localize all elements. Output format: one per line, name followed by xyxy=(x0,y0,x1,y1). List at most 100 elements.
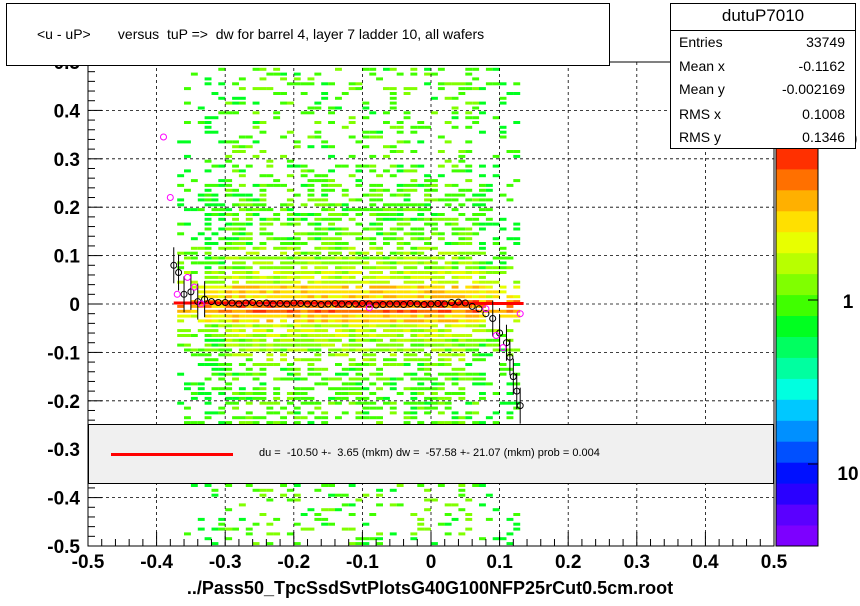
heatmap-cell xyxy=(259,227,267,231)
heatmap-cell xyxy=(307,309,315,313)
heatmap-cell xyxy=(472,203,480,207)
heatmap-cell xyxy=(403,217,411,221)
heatmap-cell xyxy=(472,261,480,265)
heatmap-cell xyxy=(472,106,480,110)
heatmap-cell xyxy=(369,537,377,541)
heatmap-cell xyxy=(286,314,294,318)
heatmap-cell xyxy=(341,329,349,333)
heatmap-cell xyxy=(204,285,212,289)
heatmap-cell xyxy=(389,411,397,415)
heatmap-cell xyxy=(197,353,205,357)
heatmap-cell xyxy=(444,396,452,400)
heatmap-cell xyxy=(410,67,418,71)
heatmap-cell xyxy=(259,217,267,221)
heatmap-cell xyxy=(307,188,315,192)
heatmap-cell xyxy=(424,508,431,512)
heatmap-cell xyxy=(341,275,349,279)
heatmap-cell xyxy=(472,213,480,216)
heatmap-cell xyxy=(424,343,431,347)
profile-point xyxy=(221,299,229,306)
heatmap-cell xyxy=(184,334,191,337)
heatmap-cell xyxy=(286,401,294,405)
heatmap-cell xyxy=(225,421,233,425)
heatmap-cell xyxy=(485,300,493,304)
heatmap-cell xyxy=(437,237,445,241)
heatmap-cell xyxy=(437,232,445,236)
heatmap-cell xyxy=(218,140,226,144)
heatmap-cell xyxy=(492,290,500,294)
heatmap-cell xyxy=(286,271,294,274)
heatmap-cell xyxy=(335,232,342,236)
heatmap-cell xyxy=(238,285,246,289)
heatmap-cell xyxy=(465,179,473,183)
heatmap-cell xyxy=(266,488,274,492)
heatmap-cell xyxy=(293,222,301,226)
heatmap-cell xyxy=(458,421,466,425)
heatmap-cell xyxy=(451,232,459,236)
heatmap-cell xyxy=(341,295,349,299)
heatmap-cell xyxy=(238,309,246,313)
heatmap-cell xyxy=(424,324,431,328)
heatmap-cell xyxy=(485,353,493,357)
heatmap-cell xyxy=(355,304,363,308)
heatmap-cell xyxy=(245,314,253,318)
heatmap-cell xyxy=(314,285,322,289)
heatmap-cell xyxy=(184,387,191,391)
heatmap-cell xyxy=(300,266,308,270)
heatmap-cell xyxy=(259,329,267,333)
heatmap-cell xyxy=(492,242,500,245)
heatmap-cell xyxy=(424,387,431,391)
heatmap-cell xyxy=(465,513,473,516)
heatmap-cell xyxy=(293,300,301,304)
heatmap-cell xyxy=(369,319,377,323)
heatmap-cell xyxy=(444,334,452,337)
heatmap-cell xyxy=(190,334,198,337)
heatmap-cell xyxy=(376,372,383,376)
heatmap-cell xyxy=(197,392,205,395)
heatmap-cell xyxy=(355,411,363,415)
heatmap-cell xyxy=(225,159,233,163)
legend-line-swatch xyxy=(111,453,233,456)
heatmap-cell xyxy=(362,261,370,265)
colorbar-band xyxy=(776,462,818,484)
heatmap-cell xyxy=(238,304,246,308)
heatmap-cell xyxy=(376,232,383,236)
heatmap-cell xyxy=(314,106,322,110)
heatmap-cell xyxy=(396,193,404,197)
heatmap-cell xyxy=(293,542,301,546)
heatmap-cell xyxy=(348,217,356,221)
heatmap-cell xyxy=(197,329,205,333)
heatmap-cell xyxy=(396,251,404,255)
heatmap-cell xyxy=(266,164,274,168)
heatmap-cell xyxy=(444,309,452,313)
heatmap-cell xyxy=(280,309,287,313)
heatmap-cell xyxy=(451,309,459,313)
heatmap-cell xyxy=(314,372,322,376)
heatmap-cell xyxy=(465,363,473,366)
heatmap-cell xyxy=(417,484,425,487)
heatmap-cell xyxy=(238,275,246,279)
heatmap-cell xyxy=(437,348,445,352)
heatmap-cell xyxy=(383,401,390,405)
heatmap-cell xyxy=(465,517,473,521)
heatmap-cell xyxy=(321,256,329,260)
heatmap-cell xyxy=(307,358,315,362)
heatmap-cell xyxy=(300,527,308,531)
heatmap-cell xyxy=(321,145,329,149)
heatmap-cell xyxy=(218,164,226,168)
heatmap-cell xyxy=(437,353,445,357)
heatmap-cell xyxy=(355,498,363,502)
heatmap-cell xyxy=(238,324,246,328)
heatmap-cell xyxy=(225,527,233,531)
profile-point-alt xyxy=(184,273,191,281)
heatmap-cell xyxy=(273,377,281,381)
heatmap-cell xyxy=(335,392,342,395)
heatmap-cell xyxy=(417,363,425,366)
heatmap-cell xyxy=(424,72,431,76)
heatmap-cell xyxy=(396,237,404,241)
heatmap-cell xyxy=(348,256,356,260)
heatmap-cell xyxy=(410,179,418,183)
heatmap-cell xyxy=(218,353,226,357)
heatmap-cell xyxy=(204,411,212,415)
y-tick-label: 0.3 xyxy=(54,150,80,171)
